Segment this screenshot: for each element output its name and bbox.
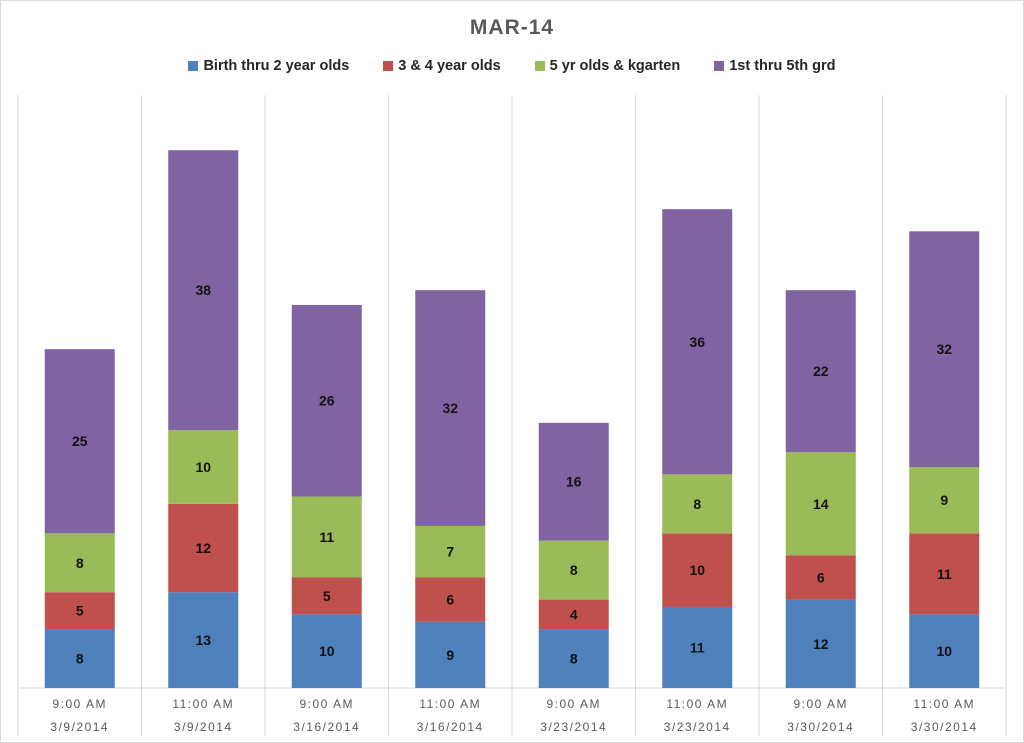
bar-segment (538, 422, 609, 541)
data-label: 8 (76, 555, 84, 571)
bar-segment (168, 503, 239, 593)
data-label: 32 (936, 341, 952, 357)
x-tick-label-date: 3/30/2014 (911, 720, 978, 734)
x-tick-label-date: 3/9/2014 (50, 720, 109, 734)
data-label: 4 (570, 606, 578, 622)
x-tick-label-date: 3/23/2014 (540, 720, 607, 734)
bar-segment (291, 614, 362, 688)
x-tick-label-time: 11:00 AM (666, 697, 728, 711)
bar-segment (662, 474, 733, 534)
bar-segment (44, 349, 115, 534)
data-label: 10 (689, 562, 705, 578)
data-label: 10 (195, 459, 211, 475)
x-tick-label-date: 3/23/2014 (664, 720, 731, 734)
data-label: 7 (446, 544, 454, 560)
x-tick-label-time: 9:00 AM (793, 697, 848, 711)
data-label: 8 (570, 651, 578, 667)
legend-label: Birth thru 2 year olds (203, 58, 350, 74)
legend-item: Birth thru 2 year olds (188, 58, 349, 74)
data-label: 11 (690, 639, 705, 655)
data-label: 16 (566, 474, 582, 490)
legend-item: 1st thru 5th grd (714, 58, 836, 74)
legend: Birth thru 2 year olds 3 & 4 year olds 5 y… (0, 58, 1024, 74)
bar-segment (785, 452, 856, 556)
data-label: 13 (195, 632, 211, 648)
data-label: 5 (76, 603, 84, 619)
data-label: 5 (323, 588, 331, 604)
bar-segment (538, 599, 609, 630)
bar-segment (291, 304, 362, 497)
bar-segment (415, 621, 486, 688)
x-tick-label-time: 11:00 AM (172, 697, 234, 711)
x-tick-label-time: 11:00 AM (419, 697, 481, 711)
legend-item: 5 yr olds & kgarten (534, 58, 681, 74)
x-tick-label-date: 3/30/2014 (787, 720, 854, 734)
bar-segment (415, 290, 486, 526)
data-label: 38 (195, 282, 211, 298)
data-label: 12 (813, 636, 829, 652)
bar-segment (662, 606, 733, 688)
data-label: 14 (813, 496, 829, 512)
data-label: 36 (689, 334, 705, 350)
bar-segment (44, 629, 115, 688)
data-label: 8 (570, 562, 578, 578)
bar-segment (291, 496, 362, 578)
data-label: 6 (446, 592, 454, 608)
data-label: 11 (319, 529, 334, 545)
data-label: 12 (195, 540, 211, 556)
x-tick-label-time: 9:00 AM (546, 697, 601, 711)
data-label: 8 (693, 496, 701, 512)
bar-segment (415, 525, 486, 578)
bar-segment (909, 231, 980, 468)
data-label: 9 (446, 647, 454, 663)
bar-segment (909, 533, 980, 615)
data-label: 26 (319, 393, 335, 409)
legend-swatch (534, 61, 545, 71)
bar-segment (44, 533, 115, 593)
data-label: 22 (813, 363, 829, 379)
x-tick-label-date: 3/16/2014 (417, 720, 484, 734)
data-label: 10 (936, 643, 952, 659)
legend-item: 3 & 4 year olds (383, 58, 501, 74)
x-tick-label-date: 3/16/2014 (293, 720, 360, 734)
legend-label: 3 & 4 year olds (398, 58, 501, 74)
data-label: 11 (937, 566, 952, 582)
chart-title: MAR-14 (469, 16, 555, 39)
bar-segment (785, 555, 856, 600)
data-label: 9 (940, 492, 948, 508)
data-label: 6 (817, 570, 825, 586)
legend-swatch (188, 61, 199, 71)
x-tick-label-date: 3/9/2014 (174, 720, 233, 734)
bar-segment (662, 533, 733, 607)
bar-segment (538, 629, 609, 688)
x-tick-label-time: 11:00 AM (913, 697, 975, 711)
legend-label: 5 yr olds & kgarten (549, 58, 681, 74)
bar-segment (909, 467, 980, 534)
x-tick-label-time: 9:00 AM (52, 697, 107, 711)
bar-segment (662, 209, 733, 475)
bar-segment (168, 592, 239, 688)
data-label: 25 (72, 433, 88, 449)
bar-segment (291, 577, 362, 615)
bar-segment (44, 592, 115, 630)
x-tick-label-time: 9:00 AM (299, 697, 354, 711)
legend-label: 1st thru 5th grd (729, 58, 836, 74)
bar-segment (168, 430, 239, 504)
bar-segment (785, 599, 856, 688)
legend-swatch (714, 61, 725, 71)
bar-segment (538, 540, 609, 600)
bar-segment (415, 577, 486, 622)
data-label: 8 (76, 651, 84, 667)
legend-swatch (383, 61, 394, 71)
bar-segment (909, 614, 980, 688)
data-label: 32 (442, 400, 458, 416)
bar-segment (168, 150, 239, 431)
data-label: 10 (319, 643, 335, 659)
bar-segment (785, 290, 856, 453)
